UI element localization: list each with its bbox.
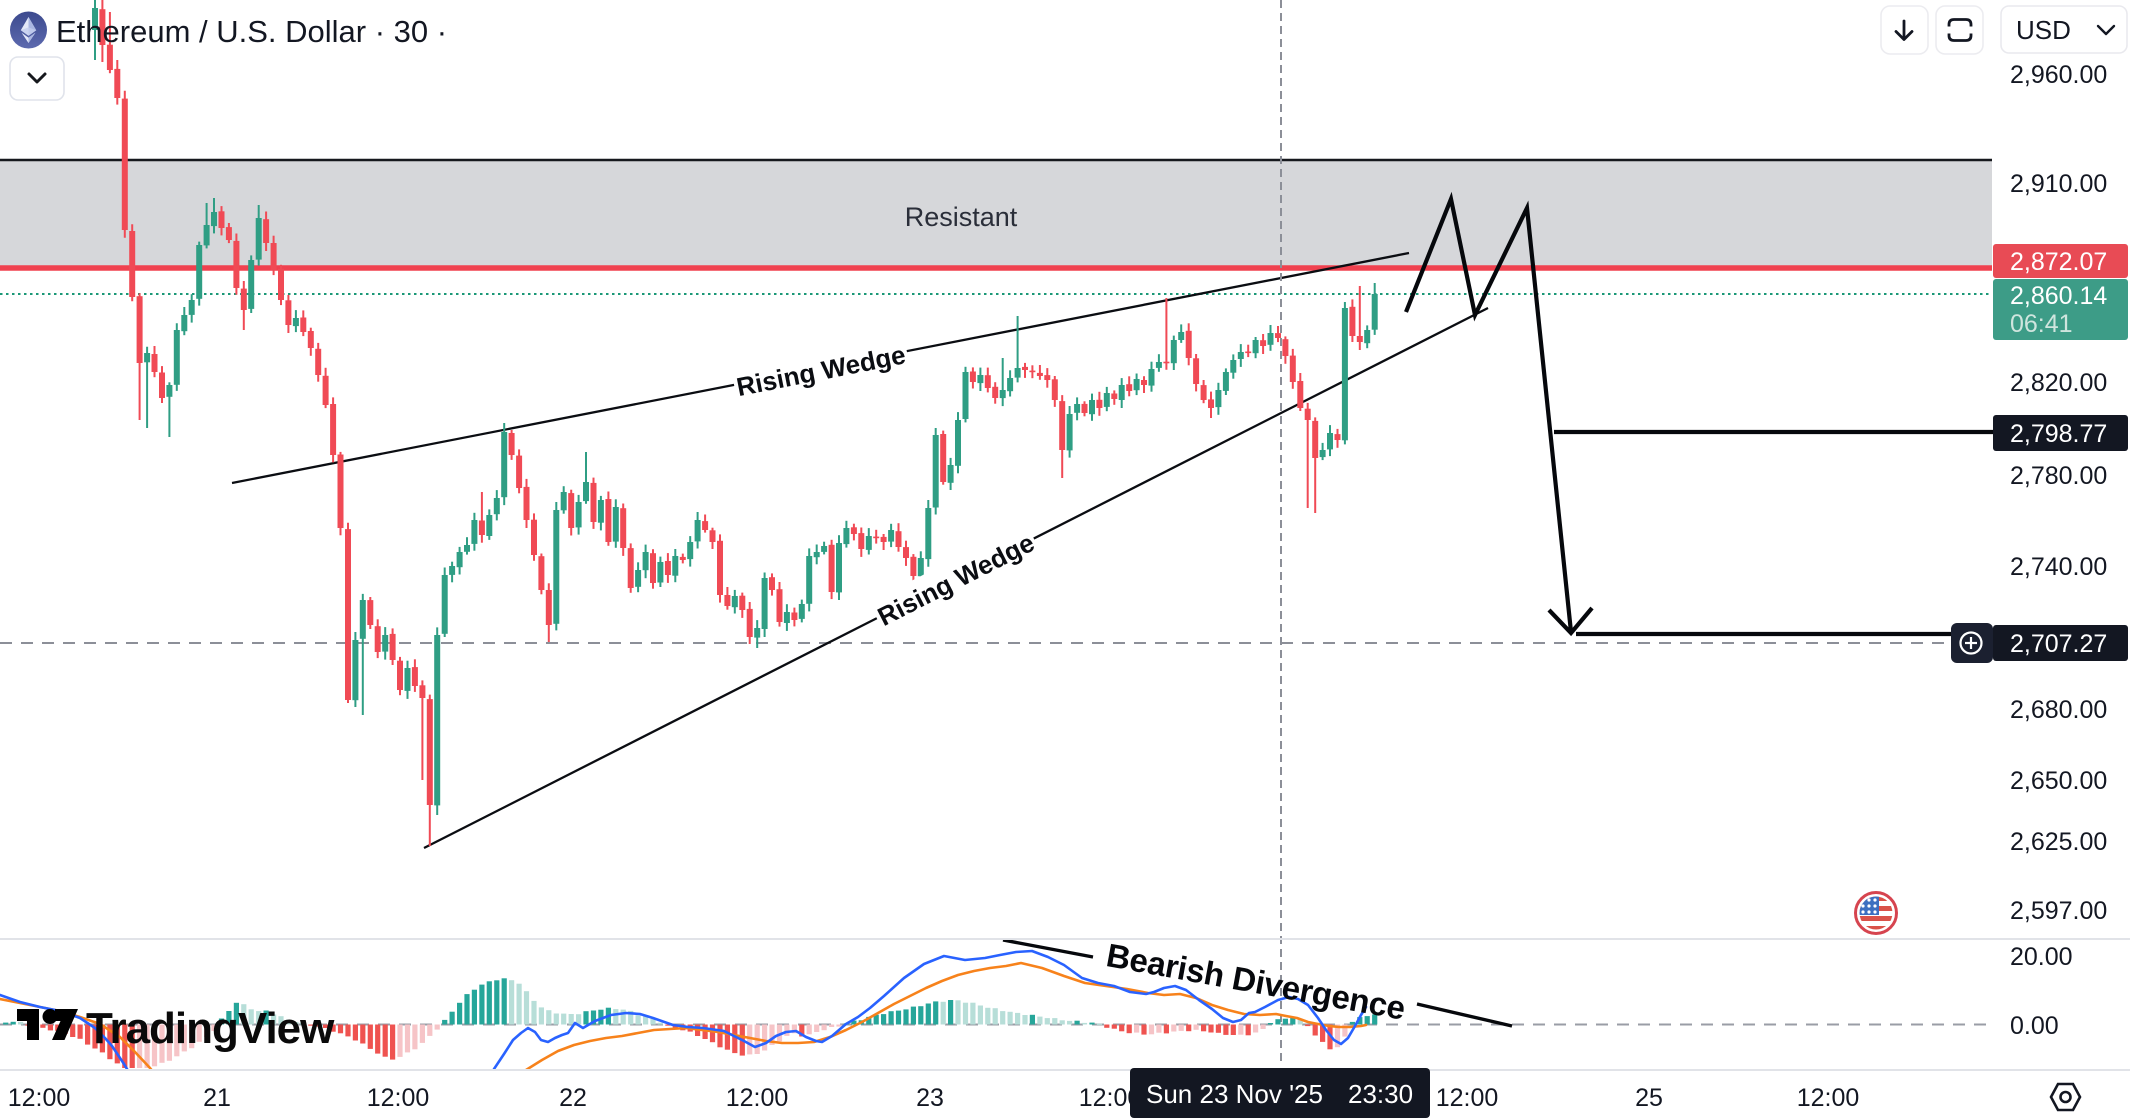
svg-text:20.00: 20.00 bbox=[2010, 943, 2073, 971]
svg-text:2,910.00: 2,910.00 bbox=[2010, 170, 2107, 198]
svg-text:2,597.00: 2,597.00 bbox=[2010, 897, 2107, 925]
svg-text:12:00: 12:00 bbox=[367, 1084, 430, 1112]
svg-text:USD: USD bbox=[2016, 15, 2071, 45]
svg-text:22: 22 bbox=[559, 1084, 587, 1112]
svg-text:2,650.00: 2,650.00 bbox=[2010, 767, 2107, 795]
svg-text:21: 21 bbox=[203, 1084, 231, 1112]
svg-text:12:00: 12:00 bbox=[8, 1084, 71, 1112]
svg-text:2,625.00: 2,625.00 bbox=[2010, 828, 2107, 856]
svg-text:2,780.00: 2,780.00 bbox=[2010, 462, 2107, 490]
svg-text:2,960.00: 2,960.00 bbox=[2010, 61, 2107, 89]
svg-text:Resistant: Resistant bbox=[905, 202, 1018, 232]
svg-text:2,740.00: 2,740.00 bbox=[2010, 553, 2107, 581]
svg-text:2,680.00: 2,680.00 bbox=[2010, 696, 2107, 724]
svg-text:23:30: 23:30 bbox=[1348, 1079, 1413, 1109]
svg-text:2,707.27: 2,707.27 bbox=[2010, 630, 2107, 658]
svg-text:12:00: 12:00 bbox=[726, 1084, 789, 1112]
svg-text:12:00: 12:00 bbox=[1797, 1084, 1860, 1112]
svg-text:23: 23 bbox=[916, 1084, 944, 1112]
svg-text:2,820.00: 2,820.00 bbox=[2010, 369, 2107, 397]
svg-text:2,872.07: 2,872.07 bbox=[2010, 248, 2107, 276]
svg-text:25: 25 bbox=[1635, 1084, 1663, 1112]
svg-text:06:41: 06:41 bbox=[2010, 310, 2073, 338]
svg-text:2,798.77: 2,798.77 bbox=[2010, 420, 2107, 448]
svg-text:TradingView: TradingView bbox=[86, 1004, 335, 1053]
svg-text:0.00: 0.00 bbox=[2010, 1012, 2059, 1040]
svg-text:2,860.14: 2,860.14 bbox=[2010, 282, 2107, 310]
svg-text:Sun 23 Nov '25: Sun 23 Nov '25 bbox=[1146, 1079, 1323, 1109]
svg-text:Ethereum / U.S. Dollar · 30 ·: Ethereum / U.S. Dollar · 30 · bbox=[56, 14, 447, 49]
svg-text:12:00: 12:00 bbox=[1436, 1084, 1499, 1112]
